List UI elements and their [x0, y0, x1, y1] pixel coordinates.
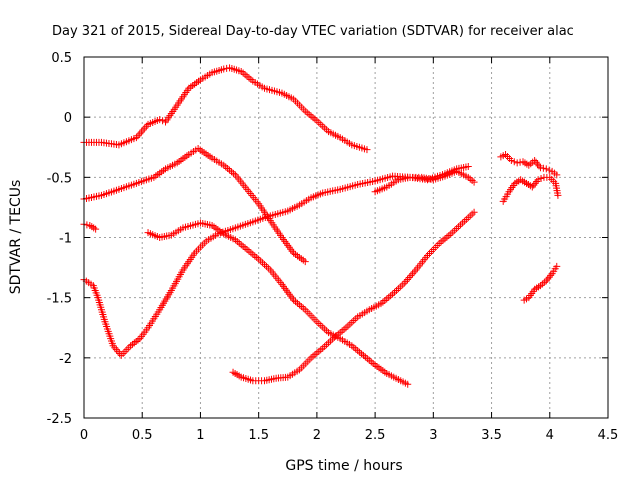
series-track-2	[80, 144, 309, 266]
series-track-9	[499, 173, 562, 205]
x-tick-label: 3.5	[481, 428, 502, 443]
x-tick-label: 2.5	[365, 428, 386, 443]
y-axis-label: SDTVAR / TECUs	[8, 180, 24, 295]
x-tick-label: 1.5	[248, 428, 269, 443]
axis-ticks: 0 0.5 1 1.5 2 2.5 3 3.5 4 4.5 0.5 0 -0.5 -1 -1.5 -2 -2.5	[47, 51, 619, 443]
data-marks	[371, 167, 478, 196]
y-tick-label: 0.5	[51, 51, 72, 66]
x-tick-label: 1	[196, 428, 204, 443]
x-tick-label: 4.5	[598, 428, 619, 443]
series-track-3	[144, 219, 412, 388]
y-tick-label: -0.5	[47, 171, 72, 186]
series-track-1	[80, 64, 371, 154]
x-tick-label: 2	[313, 428, 321, 443]
data-marks	[497, 150, 561, 179]
chart-title: Day 321 of 2015, Sidereal Day-to-day VTE…	[52, 24, 574, 39]
y-tick-label: 0	[64, 111, 72, 126]
x-tick-label: 0.5	[132, 428, 153, 443]
y-tick-label: -1	[59, 232, 72, 247]
grid	[84, 57, 608, 418]
x-tick-label: 0	[80, 428, 88, 443]
x-tick-label: 3	[429, 428, 437, 443]
data-marks	[80, 220, 100, 233]
series-track-7	[80, 220, 100, 233]
y-tick-label: -2.5	[47, 412, 72, 427]
x-axis-label: GPS time / hours	[285, 458, 402, 474]
series-track-6	[371, 167, 478, 196]
plot-frame	[83, 56, 609, 419]
data-marks	[144, 219, 412, 388]
x-tick-label: 4	[546, 428, 554, 443]
data-marks	[80, 64, 371, 154]
data-marks	[520, 262, 561, 304]
data-series	[80, 64, 562, 388]
y-tick-label: -1.5	[47, 292, 72, 307]
data-marks	[229, 208, 478, 385]
data-marks	[499, 173, 562, 205]
series-track-8	[497, 150, 561, 179]
series-track-5	[229, 208, 478, 385]
data-marks	[80, 144, 309, 266]
series-track-4	[80, 163, 472, 359]
y-tick-label: -2	[59, 352, 72, 367]
series-track-10	[520, 262, 561, 304]
data-marks	[80, 163, 472, 359]
